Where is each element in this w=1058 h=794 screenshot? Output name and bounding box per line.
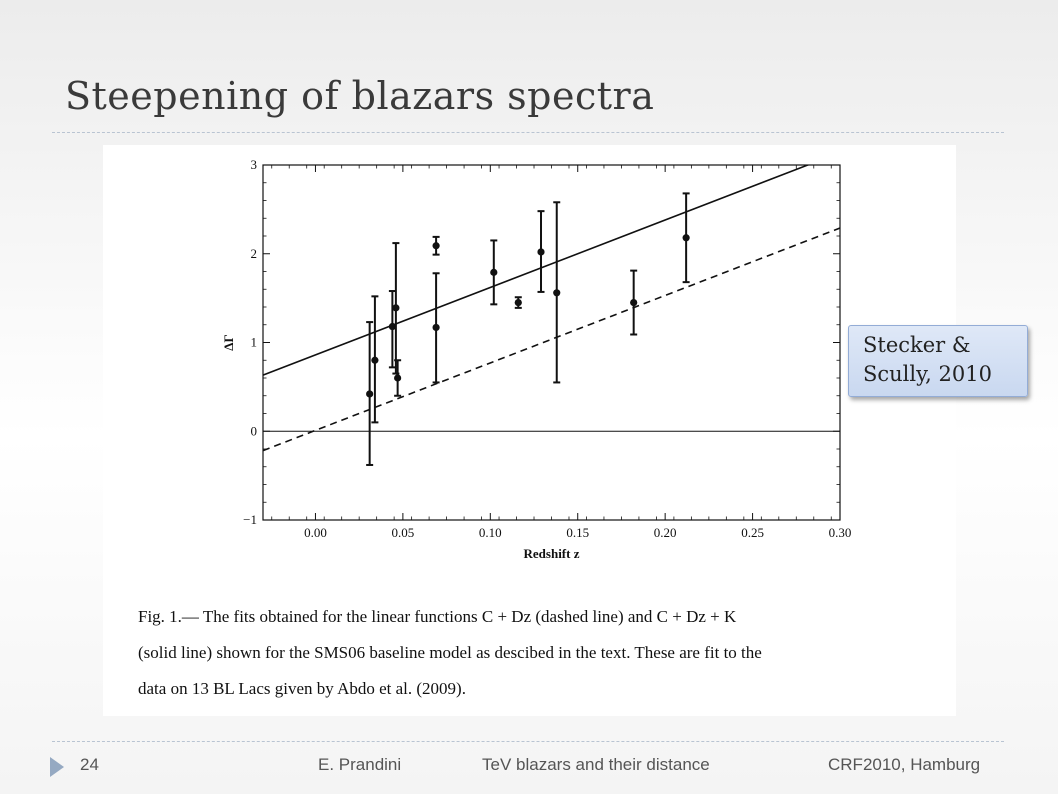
x-axis-label: Redshift z xyxy=(524,546,580,561)
y-tick-label: 3 xyxy=(251,157,258,172)
figure-caption: Fig. 1.— The fits obtained for the linea… xyxy=(138,599,938,707)
caption-line: (solid line) shown for the SMS06 baselin… xyxy=(138,643,762,662)
figure-panel: 0.00 0.05 0.10 0.15 0.20 0.25 0.30 −1 0 1 2 3 Redshi… xyxy=(103,145,956,716)
title-divider xyxy=(52,132,1004,133)
x-tick-label: 0.00 xyxy=(304,525,327,540)
caption-line: data on 13 BL Lacs given by Abdo et al. … xyxy=(138,679,466,698)
y-axis-label: ΔΓ xyxy=(221,334,236,350)
footer-divider xyxy=(52,741,1004,742)
data-point xyxy=(432,242,440,250)
fit-line-dashed xyxy=(263,227,840,452)
y-tick-label: 1 xyxy=(251,335,258,350)
data-point xyxy=(394,374,402,382)
y-tick-label: 0 xyxy=(251,423,258,438)
y-tick-label: −1 xyxy=(243,512,257,527)
caption-line: Fig. 1.— The fits obtained for the linea… xyxy=(138,607,737,626)
x-tick-label: 0.15 xyxy=(566,525,589,540)
data-point xyxy=(553,289,561,297)
footer-page-number: 24 xyxy=(80,755,99,774)
data-point xyxy=(514,298,522,307)
x-tick-label: 0.20 xyxy=(654,525,677,540)
footer-talk-title: TeV blazars and their distance xyxy=(482,755,710,774)
data-point xyxy=(388,322,396,331)
x-tick-label: 0.10 xyxy=(479,525,502,540)
callout-line: Scully, 2010 xyxy=(863,362,992,386)
x-tick-label: 0.30 xyxy=(829,525,852,540)
footer-event: CRF2010, Hamburg xyxy=(828,755,981,774)
fit-line-solid xyxy=(263,165,811,376)
data-point xyxy=(366,390,374,398)
data-point xyxy=(490,268,498,276)
citation-callout: Stecker & Scully, 2010 xyxy=(848,325,1028,397)
slide-title: Steepening of blazars spectra xyxy=(65,74,655,118)
x-tick-label: 0.05 xyxy=(392,525,415,540)
data-point xyxy=(682,234,690,242)
footer-author: E. Prandini xyxy=(318,755,402,774)
data-point xyxy=(630,298,638,307)
data-point xyxy=(392,304,400,312)
callout-line: Stecker & xyxy=(863,333,971,357)
y-tick-label: 2 xyxy=(251,246,258,261)
data-point xyxy=(371,356,379,364)
footer-arrow-icon xyxy=(50,757,64,777)
data-point xyxy=(537,248,545,256)
data-point xyxy=(432,323,440,332)
delta-gamma-vs-redshift-chart: 0.00 0.05 0.10 0.15 0.20 0.25 0.30 −1 0 1 2 3 Redshi… xyxy=(221,157,852,561)
x-tick-label: 0.25 xyxy=(741,525,764,540)
